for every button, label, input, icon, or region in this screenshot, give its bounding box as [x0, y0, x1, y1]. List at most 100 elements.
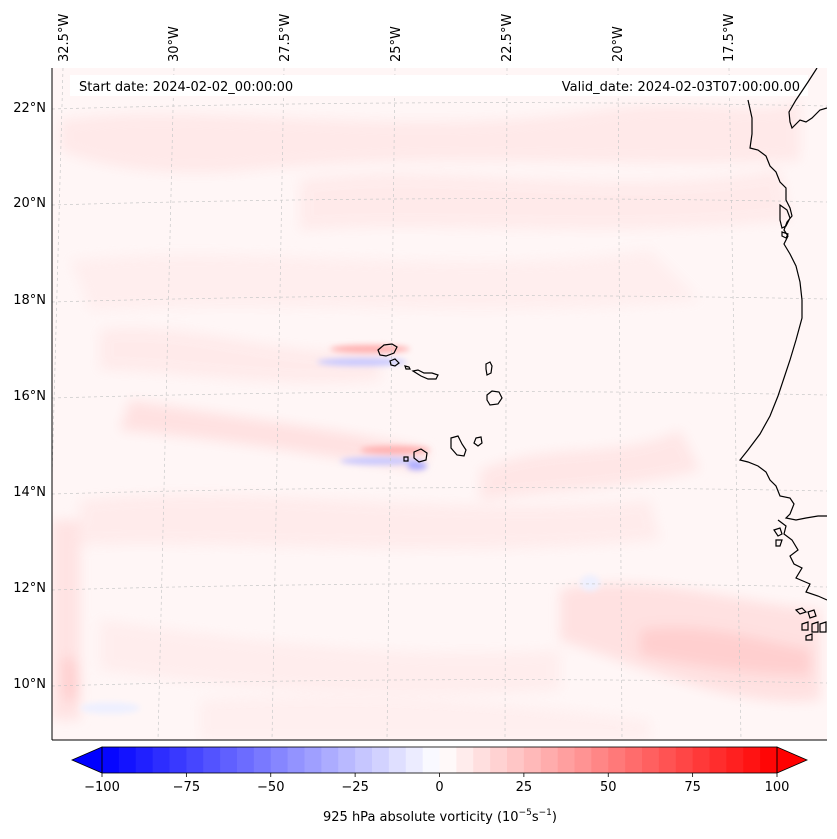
colorbar-tick-label: −50 [257, 780, 284, 795]
colorbar-tick-label: 75 [684, 780, 701, 795]
colorbar-segments [102, 747, 778, 773]
start-date-text: Start date: 2024-02-02_00:00:00 [79, 80, 293, 95]
colorbar-min-extend-arrow [70, 746, 103, 774]
colorbar-segment [169, 747, 187, 773]
colorbar-segment [709, 747, 727, 773]
colorbar-segment [726, 747, 744, 773]
colorbar-tick-label: 100 [765, 780, 790, 795]
latitude-line [52, 583, 827, 591]
negative-vortex [80, 702, 140, 714]
lat-label: 12°N [13, 581, 46, 596]
colorbar-segment [743, 747, 761, 773]
longitude-line [617, 68, 623, 740]
island-boa-vista [486, 390, 503, 406]
colorbar-segment [675, 747, 694, 773]
vorticity-band [640, 627, 810, 675]
lat-label: 16°N [13, 389, 46, 404]
longitude-line [157, 68, 175, 740]
colorbar-segment [642, 747, 660, 773]
colorbar-segment [287, 747, 305, 773]
island-sal [485, 361, 493, 376]
colorbar-segment [490, 747, 508, 773]
colorbar-segment [152, 747, 170, 773]
island-santo-antao [377, 343, 398, 357]
lat-label: 22°N [13, 101, 46, 116]
latitude-labels: 22°N 20°N 18°N 16°N 14°N 12°N 10°N [13, 101, 46, 692]
negative-vortex [317, 358, 407, 366]
vorticity-band [100, 620, 560, 694]
map-panel: Start date: 2024-02-02_00:00:00 Valid_da… [52, 68, 827, 740]
lon-label: 27.5°W [278, 14, 293, 62]
vorticity-band [200, 696, 650, 740]
colorbar-segment [557, 747, 575, 773]
colorbar-segment [625, 747, 643, 773]
island-sao-nicolau [411, 369, 439, 380]
colorbar-tick-label: −25 [341, 780, 368, 795]
colorbar-max-extend-arrow [776, 746, 809, 774]
latitude-line [52, 295, 827, 303]
colorbar-segment [439, 747, 457, 773]
longitude-line [271, 68, 285, 740]
latitude-line [52, 487, 827, 495]
colorbar-segment [456, 747, 474, 773]
island-wakes [80, 345, 600, 714]
colorbar-segment [355, 747, 373, 773]
lon-label: 20°W [611, 26, 626, 62]
colorbar-tick-label: −100 [84, 780, 120, 795]
colorbar-segment [220, 747, 238, 773]
colorbar-segment [591, 747, 609, 773]
lat-label: 10°N [13, 677, 46, 692]
colorbar-tick-label: −75 [173, 780, 200, 795]
vorticity-band [480, 430, 700, 500]
longitude-labels: 32.5°W 30°W 27.5°W 25°W 22.5°W 20°W 17.5… [57, 14, 737, 62]
vorticity-field [52, 100, 820, 740]
colorbar-segment [304, 747, 322, 773]
lon-label: 32.5°W [57, 14, 72, 62]
colorbar-segment [422, 747, 440, 773]
positive-vortex [360, 446, 430, 454]
vorticity-band [60, 100, 800, 173]
colorbar-segment [237, 747, 255, 773]
colorbar-segment [473, 747, 491, 773]
vorticity-band [120, 400, 430, 470]
lon-label: 22.5°W [500, 14, 515, 62]
vorticity-band [300, 170, 790, 230]
island-santiago [450, 435, 467, 457]
vorticity-band [62, 656, 79, 704]
longitude-line [728, 68, 742, 740]
latitude-line [52, 679, 827, 687]
colorbar-tick-label: 25 [516, 780, 533, 795]
latitude-line [52, 198, 827, 206]
colorbar-tick-label: 50 [600, 780, 617, 795]
longitude-line [52, 68, 64, 492]
colorbar-segment [102, 747, 120, 773]
latitude-line [52, 102, 827, 110]
colorbar-segment [270, 747, 289, 773]
vorticity-band [70, 250, 700, 310]
colorbar-ticks: −100 −75 −50 −25 0 25 50 75 100 [84, 773, 789, 795]
latitude-line [52, 391, 827, 399]
colorbar-segment [338, 747, 356, 773]
colorbar-tick-label: 0 [435, 780, 443, 795]
colorbar: −100 −75 −50 −25 0 25 50 75 100 925 hPa absolute… [70, 746, 809, 825]
colorbar-segment [658, 747, 677, 773]
colorbar-segment [186, 747, 204, 773]
colorbar-segment [118, 747, 137, 773]
vorticity-band [100, 328, 380, 383]
lat-label: 18°N [13, 293, 46, 308]
lat-label: 20°N [13, 196, 46, 211]
colorbar-segment [321, 747, 339, 773]
colorbar-segment [253, 747, 272, 773]
colorbar-segment [507, 747, 525, 773]
colorbar-segment [574, 747, 592, 773]
island-santa-luzia [404, 365, 411, 370]
colorbar-segment [540, 747, 559, 773]
longitude-line [386, 68, 396, 740]
colorbar-segment [692, 747, 710, 773]
island-brava [403, 456, 409, 462]
lon-label: 17.5°W [722, 14, 737, 62]
colorbar-label: 925 hPa absolute vorticity (10−5s−1) [323, 808, 557, 825]
colorbar-segment [760, 747, 778, 773]
africa-coastline [738, 68, 827, 641]
